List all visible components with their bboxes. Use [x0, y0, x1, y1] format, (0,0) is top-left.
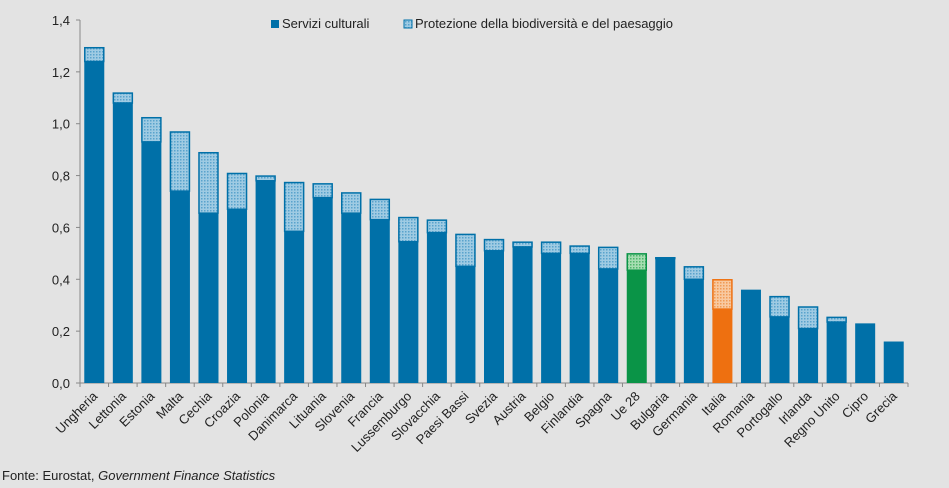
- bar-protezione-biodiversita: [426, 219, 448, 234]
- bar-servizi-culturali: [227, 209, 248, 383]
- bar-servizi-culturali: [683, 279, 704, 383]
- bar-servizi-culturali: [883, 341, 904, 383]
- bar-protezione-biodiversita: [626, 253, 648, 271]
- bar-protezione-biodiversita: [84, 46, 105, 63]
- legend-label-protezione: Protezione della biodiversità e del paes…: [415, 16, 673, 31]
- bar-protezione-biodiversita: [141, 116, 162, 143]
- bar-servizi-culturali: [798, 328, 819, 383]
- bar-servizi-culturali: [769, 316, 790, 383]
- y-tick-label: 1,2: [52, 65, 70, 80]
- bar-servizi-culturali: [369, 219, 390, 383]
- x-tick-label: Austria: [489, 388, 529, 428]
- x-tick-label: Grecia: [862, 388, 900, 426]
- bar-protezione-biodiversita: [512, 241, 533, 248]
- bar-protezione-biodiversita: [369, 198, 391, 221]
- bar-protezione-biodiversita: [540, 241, 562, 255]
- y-tick-label: 0,6: [52, 220, 70, 235]
- bar-protezione-biodiversita: [340, 192, 362, 214]
- bar-protezione-biodiversita: [112, 92, 134, 104]
- bar-protezione-biodiversita: [683, 266, 705, 281]
- y-tick-label: 0,0: [52, 376, 70, 391]
- bar-servizi-culturali: [569, 253, 590, 383]
- legend: Servizi culturali Protezione della biodi…: [271, 16, 673, 31]
- source-prefix: Fonte: Eurostat,: [2, 468, 99, 483]
- bar-servizi-culturali: [312, 197, 333, 383]
- legend-swatch-protezione: [403, 19, 413, 29]
- bar-servizi-culturali: [855, 323, 876, 383]
- bar-servizi-culturali: [84, 61, 105, 383]
- bar-servizi-culturali: [426, 232, 447, 383]
- y-tick-label: 0,8: [52, 169, 70, 184]
- bar-servizi-culturali: [826, 322, 847, 383]
- bar-servizi-culturali: [141, 141, 162, 383]
- bar-servizi-culturali: [255, 180, 276, 383]
- bar-protezione-biodiversita: [312, 183, 333, 199]
- bar-protezione-biodiversita: [712, 279, 733, 310]
- y-tick-label: 0,2: [52, 324, 70, 339]
- bar-servizi-culturali: [740, 289, 761, 383]
- bar-servizi-culturali: [455, 266, 476, 383]
- bar-protezione-biodiversita: [597, 246, 619, 270]
- bar-servizi-culturali: [112, 102, 133, 383]
- bar-protezione-biodiversita: [826, 316, 847, 323]
- bar-protezione-biodiversita: [169, 131, 191, 192]
- bar-servizi-culturali: [284, 231, 305, 383]
- bar-servizi-culturali: [655, 258, 676, 383]
- bar-protezione-biodiversita: [769, 295, 790, 318]
- bar-protezione-biodiversita: [569, 245, 590, 255]
- bar-servizi-culturali: [626, 270, 647, 383]
- bar-servizi-culturali: [484, 250, 504, 383]
- y-tick-label: 1,0: [52, 117, 70, 132]
- bar-protezione-biodiversita: [255, 175, 276, 182]
- y-tick-label: 0,4: [52, 272, 70, 287]
- bar-protezione-biodiversita: [655, 256, 676, 260]
- bar-servizi-culturali: [198, 213, 219, 383]
- bar-protezione-biodiversita: [797, 306, 819, 330]
- source-note: Fonte: Eurostat, Government Finance Stat…: [2, 468, 275, 483]
- bar-servizi-culturali: [598, 268, 619, 383]
- bar-protezione-biodiversita: [398, 216, 419, 243]
- bar-servizi-culturali: [169, 191, 190, 383]
- bar-servizi-culturali: [341, 213, 362, 383]
- legend-label-servizi-culturali: Servizi culturali: [282, 16, 370, 31]
- bar-protezione-biodiversita: [455, 233, 476, 268]
- bar-servizi-culturali: [541, 253, 562, 383]
- bar-servizi-culturali: [398, 241, 419, 383]
- bar-servizi-culturali: [712, 309, 733, 383]
- bar-protezione-biodiversita: [198, 151, 219, 214]
- y-tick-label: 1,4: [52, 13, 70, 28]
- bar-protezione-biodiversita: [226, 172, 248, 211]
- bar-servizi-culturali: [512, 246, 533, 383]
- legend-swatch-servizi-culturali: [271, 20, 279, 28]
- source-title: Government Finance Statistics: [98, 468, 276, 483]
- bar-protezione-biodiversita: [483, 238, 505, 252]
- bar-protezione-biodiversita: [283, 181, 305, 233]
